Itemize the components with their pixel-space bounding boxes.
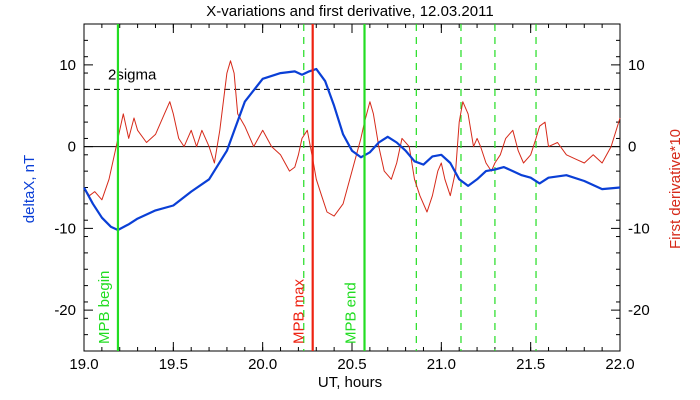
- y-tick-label-left: 10: [59, 57, 76, 74]
- x-tick-label: 20.5: [337, 356, 366, 373]
- mpb-begin-label: MPB begin: [96, 271, 113, 344]
- threshold-label: 2sigma: [108, 66, 157, 83]
- deltax-series-line: [83, 67, 621, 232]
- left-y-axis-label: deltaX, nT: [21, 155, 38, 223]
- y-tick-label-left: 0: [68, 139, 76, 156]
- x-tick-label: 21.5: [516, 356, 545, 373]
- x-tick-label: 19.0: [69, 356, 98, 373]
- x-axis-label: UT, hours: [318, 374, 382, 391]
- y-tick-label-left: -10: [54, 220, 76, 237]
- x-tick-label: 22.0: [605, 356, 634, 373]
- right-y-axis-label: First derivative*10: [667, 129, 684, 249]
- chart-title: X-variations and first derivative, 12.03…: [206, 3, 493, 20]
- derivative-series-line: [83, 60, 621, 217]
- x-tick-label: 21.0: [427, 356, 456, 373]
- plot-area: 19.0 19.5 20.0 20.5 21.0 21.5 22.0 10 10 0 0 -10 -10…: [54, 23, 650, 373]
- y-tick-label-right: -10: [628, 220, 650, 237]
- y-tick-label-left: -20: [54, 302, 76, 319]
- mpb-max-label: MPB max: [291, 278, 308, 344]
- x-tick-label: 20.0: [248, 356, 277, 373]
- y-tick-label-right: 0: [628, 139, 636, 156]
- y-tick-label-right: -20: [628, 302, 650, 319]
- y-tick-label-right: 10: [628, 57, 645, 74]
- mpb-end-label: MPB end: [343, 282, 360, 344]
- x-tick-label: 19.5: [159, 356, 188, 373]
